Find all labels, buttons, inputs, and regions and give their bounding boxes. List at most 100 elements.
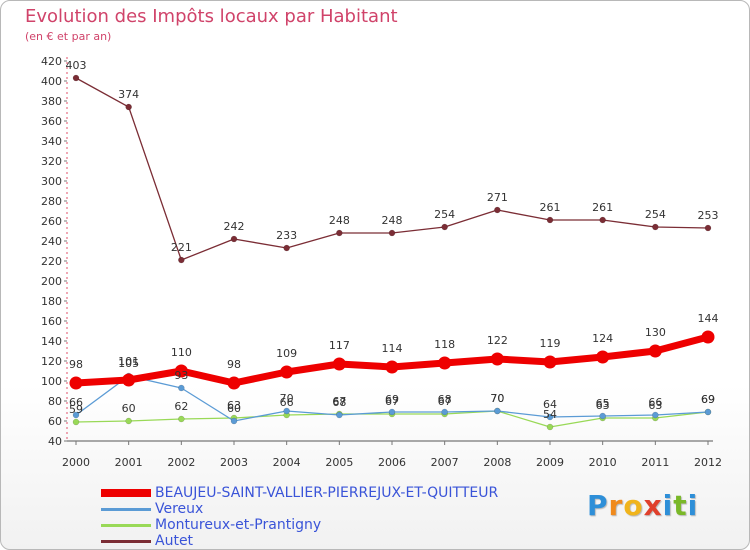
data-label-montureux-et-prantigny: 67 — [438, 395, 452, 408]
data-label-beaujeu-saint-vallier-pierrejux-et-quitteur: 117 — [329, 339, 350, 352]
logo-letter: o — [623, 489, 644, 522]
data-point-beaujeu-saint-vallier-pierrejux-et-quitteur — [227, 376, 241, 390]
data-point-vereux — [336, 411, 343, 419]
legend-swatch — [101, 539, 151, 543]
chart-subtitle: (en € et par an) — [25, 30, 112, 43]
data-point-vereux — [546, 413, 554, 421]
data-label-beaujeu-saint-vallier-pierrejux-et-quitteur: 130 — [645, 326, 666, 339]
x-tick-label: 2009 — [536, 456, 564, 469]
data-label-montureux-et-prantigny: 59 — [69, 403, 83, 416]
logo-letter: i — [687, 489, 699, 522]
data-point-beaujeu-saint-vallier-pierrejux-et-quitteur — [701, 330, 715, 344]
data-point-beaujeu-saint-vallier-pierrejux-et-quitteur — [69, 376, 83, 390]
data-label-montureux-et-prantigny: 67 — [385, 395, 399, 408]
data-label-autet: 233 — [276, 229, 297, 242]
data-point-vereux — [72, 411, 80, 419]
axes: 40 60 80 100 120 140 160 180 200 220 240 260 280 300 3… — [41, 55, 722, 469]
y-tick-label: 400 — [41, 75, 62, 88]
data-point-vereux — [652, 411, 659, 419]
y-tick-label: 420 — [41, 55, 62, 68]
data-point-beaujeu-saint-vallier-pierrejux-et-quitteur — [490, 352, 504, 366]
data-point-vereux — [599, 412, 606, 420]
data-point-autet — [178, 256, 185, 264]
data-label-vereux: 66 — [69, 396, 83, 409]
y-tick-label: 180 — [41, 295, 62, 308]
logo-letter: x — [643, 489, 663, 522]
x-tick-label: 2001 — [115, 456, 143, 469]
data-point-beaujeu-saint-vallier-pierrejux-et-quitteur — [122, 373, 136, 387]
data-label-vereux: 65 — [596, 397, 610, 410]
y-tick-label: 160 — [41, 315, 62, 328]
data-point-autet — [230, 235, 238, 243]
series-layer — [69, 74, 715, 431]
data-point-montureux-et-prantigny — [178, 415, 185, 423]
data-label-montureux-et-prantigny: 63 — [596, 399, 610, 412]
legend-swatch — [101, 523, 151, 527]
data-label-montureux-et-prantigny: 63 — [227, 399, 241, 412]
data-label-vereux: 68 — [332, 396, 346, 409]
data-label-autet: 248 — [329, 214, 350, 227]
logo-letter: r — [608, 489, 624, 522]
y-tick-label: 320 — [41, 155, 62, 168]
data-label-beaujeu-saint-vallier-pierrejux-et-quitteur: 144 — [698, 312, 719, 325]
data-point-beaujeu-saint-vallier-pierrejux-et-quitteur — [332, 357, 346, 371]
y-tick-label: 120 — [41, 355, 62, 368]
data-point-beaujeu-saint-vallier-pierrejux-et-quitteur — [596, 350, 610, 364]
data-point-autet — [388, 229, 396, 237]
data-label-vereux: 93 — [174, 369, 188, 382]
data-label-autet: 221 — [171, 241, 192, 254]
data-point-autet — [494, 206, 501, 214]
data-label-montureux-et-prantigny: 67 — [332, 395, 346, 408]
data-point-vereux — [704, 408, 712, 416]
data-point-beaujeu-saint-vallier-pierrejux-et-quitteur — [648, 344, 662, 358]
logo-letter: P — [587, 489, 609, 522]
data-label-vereux: 69 — [385, 393, 399, 406]
data-point-vereux — [178, 384, 185, 392]
data-label-montureux-et-prantigny: 62 — [174, 400, 188, 413]
data-label-autet: 248 — [382, 214, 403, 227]
data-label-beaujeu-saint-vallier-pierrejux-et-quitteur: 98 — [227, 358, 241, 371]
x-tick-label: 2012 — [694, 456, 722, 469]
data-label-vereux: 105 — [118, 357, 139, 370]
data-label-beaujeu-saint-vallier-pierrejux-et-quitteur: 101 — [118, 355, 139, 368]
y-tick-label: 260 — [41, 215, 62, 228]
data-label-vereux: 70 — [280, 392, 294, 405]
data-label-autet: 261 — [540, 201, 561, 214]
data-point-autet — [441, 223, 448, 231]
data-label-vereux: 60 — [227, 402, 241, 415]
x-tick-label: 2005 — [325, 456, 353, 469]
x-tick-label: 2004 — [273, 456, 301, 469]
data-label-vereux: 69 — [701, 393, 715, 406]
data-label-beaujeu-saint-vallier-pierrejux-et-quitteur: 110 — [171, 346, 192, 359]
y-tick-label: 200 — [41, 275, 62, 288]
data-label-beaujeu-saint-vallier-pierrejux-et-quitteur: 124 — [592, 332, 613, 345]
data-label-vereux: 70 — [490, 392, 504, 405]
data-point-autet — [336, 229, 343, 237]
x-tick-label: 2003 — [220, 456, 248, 469]
data-labels-layer: 403 374 221 242 233 248 248 254 271 261 261 254 253 5… — [66, 59, 719, 421]
data-point-autet — [599, 216, 606, 224]
data-label-autet: 261 — [592, 201, 613, 214]
data-label-beaujeu-saint-vallier-pierrejux-et-quitteur: 118 — [434, 338, 455, 351]
x-tick-label: 2010 — [589, 456, 617, 469]
y-tick-label: 100 — [41, 375, 62, 388]
legend-label: Vereux — [155, 501, 204, 517]
y-tick-label: 40 — [48, 435, 62, 448]
data-label-beaujeu-saint-vallier-pierrejux-et-quitteur: 119 — [540, 337, 561, 350]
data-point-autet — [546, 216, 554, 224]
data-point-autet — [72, 74, 80, 82]
data-point-vereux — [388, 408, 396, 416]
x-tick-label: 2008 — [483, 456, 511, 469]
data-label-autet: 253 — [698, 209, 719, 222]
data-label-autet: 271 — [487, 191, 508, 204]
data-label-vereux: 68 — [438, 393, 452, 406]
x-tick-label: 2002 — [167, 456, 195, 469]
data-point-autet — [283, 244, 290, 252]
y-tick-label: 140 — [41, 335, 62, 348]
data-point-beaujeu-saint-vallier-pierrejux-et-quitteur — [385, 360, 399, 374]
data-point-beaujeu-saint-vallier-pierrejux-et-quitteur — [174, 364, 188, 378]
data-point-montureux-et-prantigny — [546, 423, 554, 431]
y-tick-label: 60 — [48, 415, 62, 428]
y-tick-label: 300 — [41, 175, 62, 188]
